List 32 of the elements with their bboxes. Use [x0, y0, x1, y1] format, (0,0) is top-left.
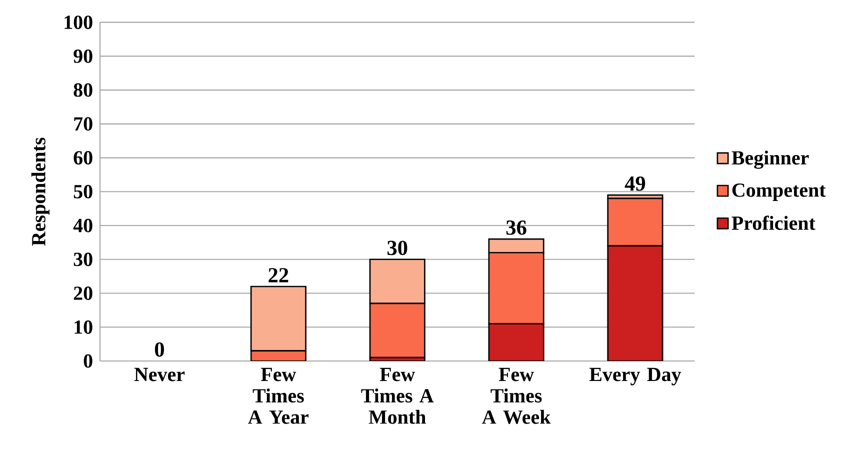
total-label: 0 [154, 342, 164, 357]
y-tick-label: 40 [73, 218, 92, 232]
y-tick-label: 90 [74, 49, 92, 63]
bar [488, 252, 544, 324]
y-tick-label: 80 [74, 83, 92, 97]
y-tick-label: 100 [64, 16, 92, 30]
y-tick-label: 60 [74, 151, 92, 165]
bar [369, 302, 426, 358]
y-tick-label: 0 [84, 354, 92, 368]
total-label: 22 [268, 268, 288, 282]
legend-label: Proficient [732, 216, 816, 230]
bar [607, 198, 664, 247]
x-tick-label: Every Day [589, 368, 682, 386]
y-tick-label: 30 [74, 252, 92, 266]
y-tick-label: 50 [74, 184, 92, 198]
legend-label: Beginner [732, 150, 809, 169]
y-tick-label: 20 [74, 286, 92, 300]
y-tick-label: 70 [74, 117, 92, 131]
total-label: 30 [387, 240, 408, 256]
x-tick-label: Never [134, 368, 185, 382]
bar [488, 238, 544, 254]
x-tick-label: Few Times A Year [248, 368, 309, 424]
x-tick-label: Few Times A Week [482, 368, 551, 424]
y-axis-title: Respondents [31, 138, 50, 246]
legend-label: Competent [732, 183, 826, 201]
x-tick-label: Few Times A Month [361, 368, 434, 424]
y-tick-label: 10 [74, 320, 92, 334]
total-label: 36 [506, 220, 526, 235]
bar [488, 323, 544, 361]
bar [607, 245, 664, 361]
bar [369, 258, 426, 304]
total-label: 49 [624, 176, 646, 191]
